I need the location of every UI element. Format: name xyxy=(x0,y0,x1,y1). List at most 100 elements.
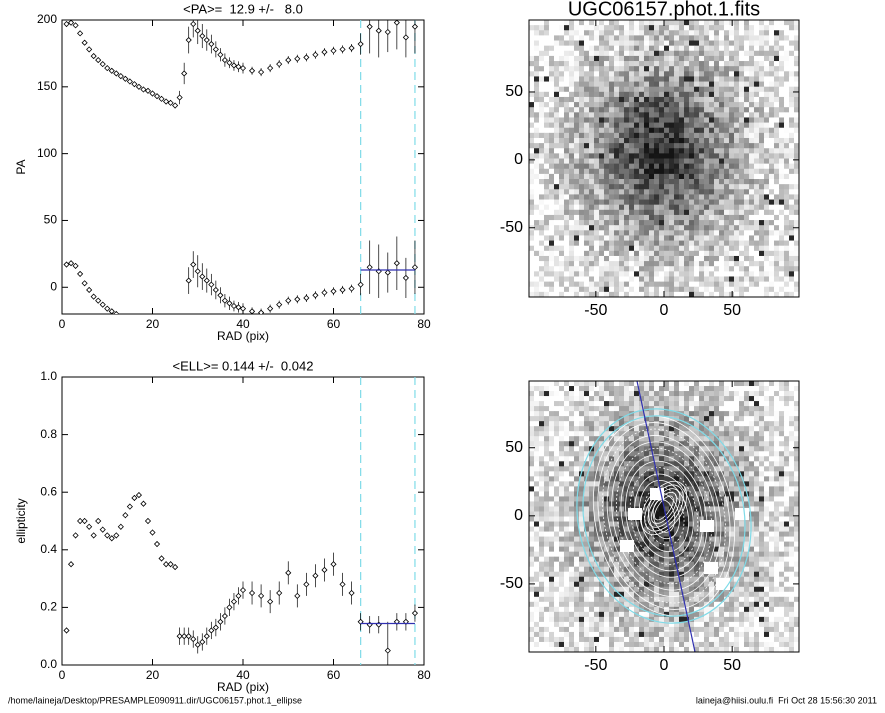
image-pixel xyxy=(749,76,754,82)
image-pixel xyxy=(534,441,539,446)
image-pixel xyxy=(609,225,614,231)
image-pixel xyxy=(634,461,639,466)
image-pixel xyxy=(549,164,554,170)
image-pixel xyxy=(584,496,589,501)
image-pixel xyxy=(629,138,634,144)
image-pixel xyxy=(739,56,744,62)
image-pixel xyxy=(559,25,564,31)
image-pixel xyxy=(584,256,589,262)
image-pixel xyxy=(544,446,549,451)
image-pixel xyxy=(569,153,574,159)
image-pixel xyxy=(624,391,629,396)
image-pixel xyxy=(599,123,604,129)
image-pixel xyxy=(564,391,569,396)
image-pixel xyxy=(744,133,749,139)
image-pixel xyxy=(574,225,579,231)
image-pixel xyxy=(539,251,544,257)
image-pixel xyxy=(574,205,579,211)
image-pixel xyxy=(544,506,549,511)
image-pixel xyxy=(739,30,744,36)
image-pixel xyxy=(634,174,639,180)
image-pixel xyxy=(684,56,689,62)
image-pixel xyxy=(714,426,719,431)
image-pixel xyxy=(629,123,634,129)
image-pixel xyxy=(594,30,599,36)
image-pixel xyxy=(759,164,764,170)
image-pixel xyxy=(624,169,629,175)
image-pixel xyxy=(739,220,744,226)
image-pixel xyxy=(714,30,719,36)
image-pixel xyxy=(604,527,609,532)
image-pixel xyxy=(529,148,534,154)
image-pixel xyxy=(624,396,629,401)
data-point xyxy=(295,593,300,598)
image-pixel xyxy=(669,411,674,416)
image-pixel xyxy=(744,441,749,446)
image-pixel xyxy=(554,441,559,446)
image-pixel xyxy=(619,25,624,31)
image-pixel xyxy=(734,35,739,41)
image-pixel xyxy=(764,76,769,82)
image-pixel xyxy=(689,266,694,272)
image-pixel xyxy=(534,411,539,416)
image-pixel xyxy=(719,25,724,31)
image-pixel xyxy=(759,436,764,441)
image-pixel xyxy=(529,35,534,41)
image-pixel xyxy=(714,61,719,67)
image-pixel xyxy=(774,391,779,396)
image-pixel xyxy=(644,92,649,98)
image-pixel xyxy=(754,496,759,501)
image-pixel xyxy=(769,41,774,47)
image-pixel xyxy=(639,246,644,252)
image-pixel xyxy=(624,287,629,293)
image-pixel xyxy=(759,511,764,516)
image-pixel xyxy=(764,87,769,93)
image-pixel xyxy=(589,287,594,293)
image-pixel xyxy=(599,87,604,93)
image-pixel xyxy=(774,401,779,406)
image-pixel xyxy=(719,215,724,221)
image-pixel xyxy=(734,169,739,175)
image-pixel xyxy=(589,205,594,211)
image-pixel xyxy=(759,396,764,401)
image-pixel xyxy=(554,517,559,522)
image-pixel xyxy=(774,517,779,522)
image-pixel xyxy=(724,251,729,257)
y-tick-label: 100 xyxy=(37,146,57,160)
x-tick-label: 60 xyxy=(327,317,341,331)
image-pixel xyxy=(789,431,794,436)
image-pixel xyxy=(579,76,584,82)
image-pixel xyxy=(529,282,534,288)
image-pixel xyxy=(734,30,739,36)
image-pixel xyxy=(609,97,614,103)
image-pixel xyxy=(674,102,679,108)
image-pixel xyxy=(629,276,634,282)
image-pixel xyxy=(694,35,699,41)
data-point xyxy=(222,58,227,63)
image-pixel xyxy=(589,194,594,200)
image-pixel xyxy=(649,215,654,221)
image-pixel xyxy=(529,179,534,185)
y-tick-label: 0 xyxy=(514,151,523,168)
image-pixel xyxy=(684,76,689,82)
image-pixel xyxy=(629,266,634,272)
image-pixel xyxy=(749,20,754,26)
image-pixel xyxy=(614,159,619,165)
image-pixel xyxy=(664,174,669,180)
image-pixel xyxy=(714,133,719,139)
image-pixel xyxy=(659,266,664,272)
image-pixel xyxy=(649,246,654,252)
image-pixel xyxy=(724,215,729,221)
image-pixel xyxy=(684,391,689,396)
image-pixel xyxy=(584,107,589,113)
data-point xyxy=(236,305,241,310)
image-pixel xyxy=(564,416,569,421)
image-pixel xyxy=(539,107,544,113)
image-pixel xyxy=(574,532,579,537)
image-pixel xyxy=(709,174,714,180)
image-pixel xyxy=(624,51,629,57)
image-pixel xyxy=(739,241,744,247)
image-pixel xyxy=(579,128,584,134)
image-pixel xyxy=(564,159,569,165)
image-pixel xyxy=(569,406,574,411)
